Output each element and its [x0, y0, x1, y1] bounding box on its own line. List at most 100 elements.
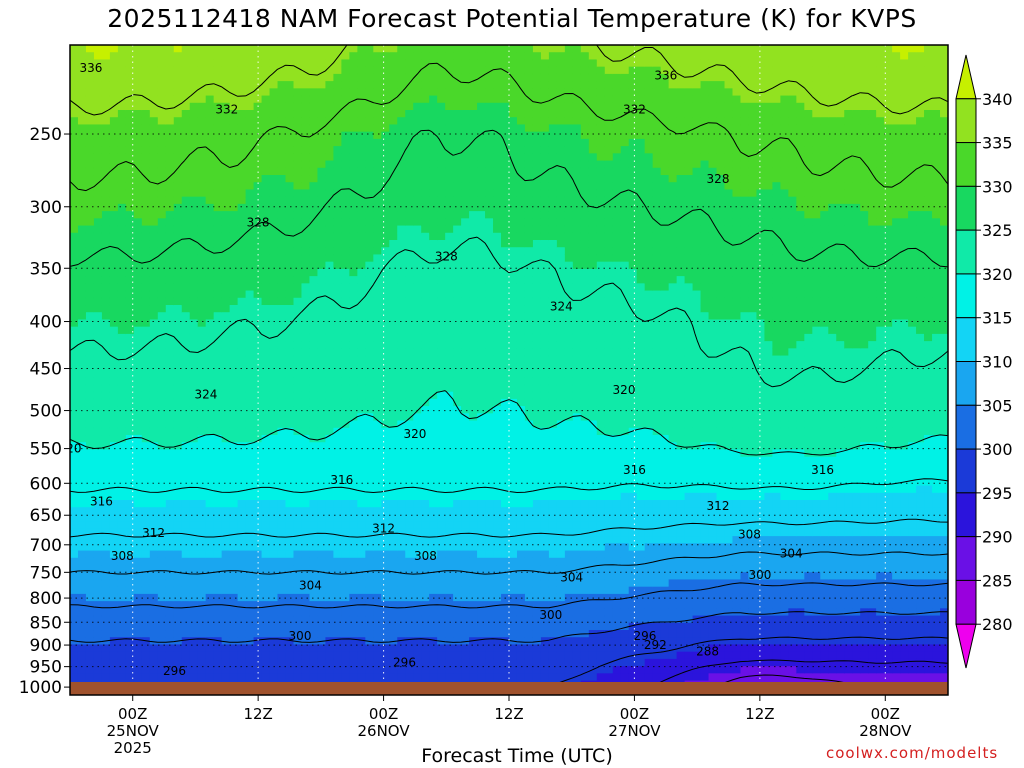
y-tick: 750: [30, 563, 70, 583]
colorbar-band: [955, 361, 977, 406]
contour-label: 316: [330, 473, 353, 487]
contour-label: 324: [550, 299, 573, 313]
contour-label: 300: [289, 629, 312, 643]
grid-lines: [70, 45, 948, 688]
colorbar-band: [955, 185, 977, 231]
colorbar-tick: 340: [976, 90, 1013, 109]
colorbar-tick: 295: [976, 484, 1013, 503]
colorbar-tick: 280: [976, 615, 1013, 634]
colorbar-band: [955, 536, 977, 581]
y-tick: 400: [30, 313, 70, 333]
colorbar-band: [955, 404, 977, 450]
y-tick: 300: [30, 198, 70, 218]
contour-label: 336: [654, 69, 677, 83]
x-axis-label: Forecast Time (UTC): [421, 745, 613, 767]
contour-label: 300: [539, 608, 562, 622]
contour-label: 300: [748, 568, 771, 582]
y-tick: 850: [30, 613, 70, 633]
contour-label: 304: [560, 571, 583, 585]
contour-label: 312: [707, 499, 730, 513]
contour-label: 308: [414, 549, 437, 563]
colorbar-band: [955, 623, 977, 669]
colorbar-band: [955, 273, 977, 319]
contour-label: 316: [811, 463, 834, 477]
colorbar-tick: 305: [976, 396, 1013, 415]
colorbar-band: [955, 317, 977, 363]
contour-label: 316: [623, 463, 646, 477]
x-tick: 12Z: [243, 695, 273, 723]
colorbar-band: [955, 98, 977, 144]
contour-label: 308: [738, 527, 761, 541]
contour-label: 332: [623, 102, 646, 116]
contour-label: 308: [111, 549, 134, 563]
contour-320: [70, 390, 948, 456]
x-tick: 12Z: [494, 695, 524, 723]
contour-label: 320: [403, 427, 426, 441]
y-axis: 250 300 350 400 450 500 550 600 650 700 750 800 850 9…: [19, 125, 70, 698]
contour-336: [70, 45, 948, 116]
colorbar-tick: 300: [976, 440, 1013, 459]
x-tick: 12Z: [745, 695, 775, 723]
colorbar-band: [955, 142, 977, 187]
y-tick: 250: [30, 125, 70, 145]
colorbar-band: [955, 448, 977, 494]
contour-label: 312: [372, 522, 395, 536]
colorbar-tick: 310: [976, 353, 1013, 372]
contour-label: 296: [393, 655, 416, 669]
contour-label: 328: [707, 172, 730, 186]
contour-label: 296: [163, 664, 186, 678]
contour-label: 328: [435, 250, 458, 264]
colorbar-tick: 330: [976, 177, 1013, 196]
contour-324: [70, 236, 948, 388]
y-tick: 350: [30, 259, 70, 279]
colorbar-tick: 320: [976, 265, 1013, 284]
contour-304: [70, 582, 948, 609]
colorbar-tick: 335: [976, 134, 1013, 153]
contour-label: 304: [299, 578, 322, 592]
ground-strip: [70, 682, 948, 695]
contour-label: 288: [696, 645, 719, 659]
contour-label: 304: [780, 546, 803, 560]
colorbar-tick: 290: [976, 528, 1013, 547]
y-tick: 550: [30, 440, 70, 460]
chart-title: 2025112418 NAM Forecast Potential Temper…: [107, 4, 917, 33]
y-tick: 450: [30, 360, 70, 380]
y-tick: 600: [30, 474, 70, 494]
contour-label: 316: [90, 495, 113, 509]
y-tick: 950: [30, 658, 70, 678]
contour-label: 336: [79, 61, 102, 75]
y-tick: 800: [30, 589, 70, 609]
contour-label: 320: [613, 383, 636, 397]
contour-300: [70, 611, 948, 643]
colorbar-tick: 325: [976, 221, 1013, 240]
contour-label: 312: [142, 526, 165, 540]
colorbar-tick: 315: [976, 309, 1013, 328]
colorbar-band: [955, 579, 977, 625]
contour-lines: [70, 45, 948, 695]
y-tick: 900: [30, 636, 70, 656]
colorbar-band: [955, 492, 977, 538]
y-tick: 700: [30, 536, 70, 556]
colorbar-band: [955, 229, 977, 275]
contour-316: [70, 478, 948, 493]
y-tick: 1000: [19, 678, 70, 698]
contour-label: 292: [644, 638, 667, 652]
y-tick: 650: [30, 506, 70, 526]
contour-312: [70, 518, 948, 538]
y-tick: 500: [30, 402, 70, 422]
contour-label: 332: [215, 102, 238, 116]
credit-text: coolwx.com/modelts: [826, 744, 999, 762]
contour-label: 320: [59, 442, 82, 456]
colorbar: 280 285 290 295 300 305 310 315 320 325 330 335 340: [955, 54, 1013, 669]
contour-labels: 336 336 332 332 328 328 328 324 324 320 320 320 316 3…: [59, 61, 834, 678]
contour-label: 296: [633, 629, 656, 643]
contour-label: 324: [194, 387, 217, 401]
colorbar-tick: 285: [976, 571, 1013, 590]
colorbar-band: [955, 54, 977, 100]
